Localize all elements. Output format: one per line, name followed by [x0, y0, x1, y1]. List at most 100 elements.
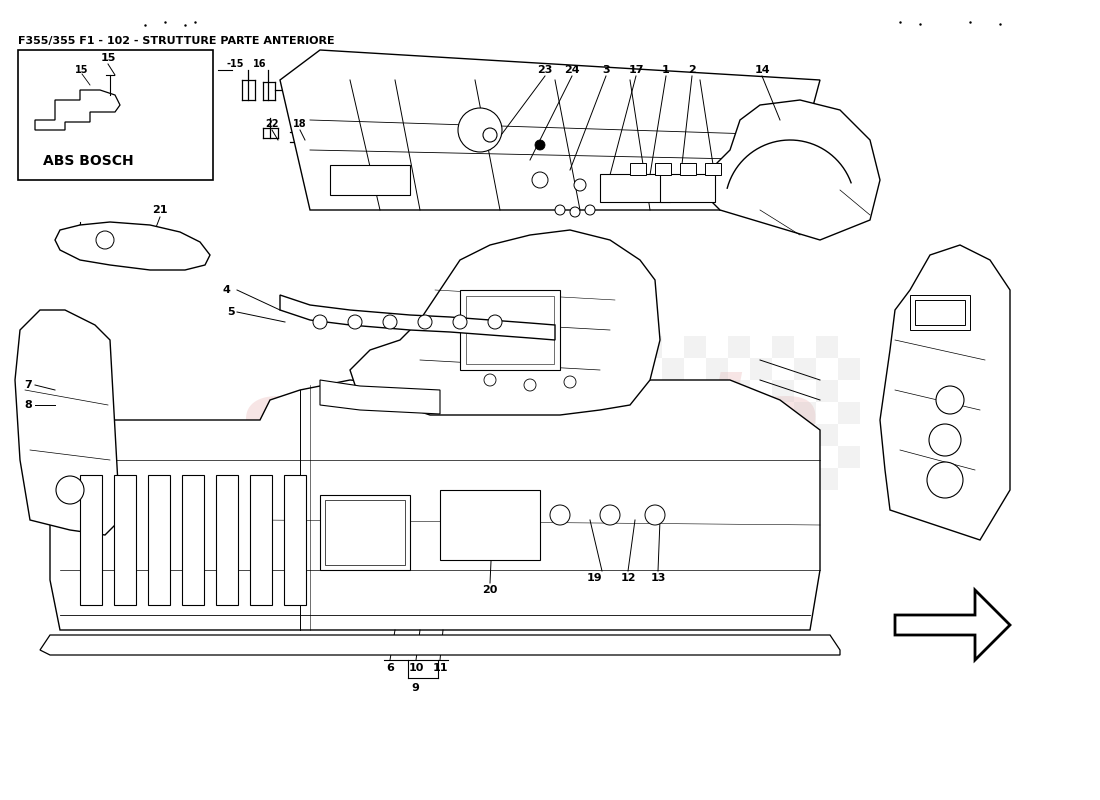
- Circle shape: [458, 108, 502, 152]
- Bar: [660, 174, 715, 202]
- Polygon shape: [15, 310, 120, 535]
- Circle shape: [500, 505, 520, 525]
- Text: 20: 20: [482, 585, 497, 595]
- Circle shape: [574, 179, 586, 191]
- Circle shape: [645, 505, 665, 525]
- Circle shape: [348, 315, 362, 329]
- Bar: [684, 336, 706, 358]
- Bar: [915, 300, 965, 325]
- Circle shape: [570, 207, 580, 217]
- Text: 24: 24: [564, 65, 580, 75]
- Bar: [466, 296, 554, 364]
- Text: 13: 13: [650, 573, 666, 583]
- Bar: [838, 358, 860, 380]
- Bar: [216, 475, 238, 605]
- Circle shape: [532, 172, 548, 188]
- Polygon shape: [350, 230, 660, 415]
- Circle shape: [484, 374, 496, 386]
- Text: 14: 14: [755, 65, 770, 75]
- Circle shape: [936, 386, 964, 414]
- Circle shape: [418, 315, 432, 329]
- Bar: [630, 163, 646, 175]
- Text: 7: 7: [24, 380, 32, 390]
- Polygon shape: [280, 50, 820, 210]
- Circle shape: [56, 476, 84, 504]
- Bar: [794, 358, 816, 380]
- Text: F355/355 F1 - 102 - STRUTTURE PARTE ANTERIORE: F355/355 F1 - 102 - STRUTTURE PARTE ANTE…: [18, 36, 334, 46]
- Bar: [838, 446, 860, 468]
- Text: 15: 15: [75, 65, 89, 75]
- Text: 6: 6: [386, 663, 394, 673]
- Text: scuderia: scuderia: [236, 371, 824, 489]
- Text: 21: 21: [152, 205, 167, 215]
- Bar: [728, 468, 750, 490]
- Bar: [662, 358, 684, 380]
- Bar: [816, 336, 838, 358]
- Bar: [684, 380, 706, 402]
- Bar: [600, 174, 670, 202]
- Bar: [684, 424, 706, 446]
- Bar: [706, 402, 728, 424]
- Bar: [662, 446, 684, 468]
- Bar: [684, 468, 706, 490]
- Circle shape: [556, 205, 565, 215]
- Bar: [182, 475, 204, 605]
- Bar: [114, 475, 136, 605]
- Bar: [750, 446, 772, 468]
- Polygon shape: [55, 222, 210, 270]
- Bar: [680, 163, 696, 175]
- Text: 12: 12: [620, 573, 636, 583]
- Bar: [662, 402, 684, 424]
- Bar: [80, 475, 102, 605]
- Bar: [772, 380, 794, 402]
- Text: 18: 18: [294, 119, 307, 129]
- Polygon shape: [895, 590, 1010, 660]
- Text: 22: 22: [265, 119, 278, 129]
- Bar: [794, 402, 816, 424]
- Text: 16: 16: [253, 59, 266, 69]
- Circle shape: [600, 505, 620, 525]
- Polygon shape: [50, 380, 820, 630]
- Circle shape: [930, 424, 961, 456]
- Bar: [330, 165, 410, 195]
- Text: 1: 1: [662, 65, 670, 75]
- Bar: [440, 490, 540, 560]
- Circle shape: [483, 128, 497, 142]
- Polygon shape: [320, 380, 440, 414]
- Bar: [705, 163, 720, 175]
- Circle shape: [96, 231, 114, 249]
- Circle shape: [585, 205, 595, 215]
- Circle shape: [314, 315, 327, 329]
- Bar: [750, 358, 772, 380]
- Bar: [772, 424, 794, 446]
- Text: 3: 3: [602, 65, 609, 75]
- Text: 5: 5: [228, 307, 234, 317]
- Circle shape: [488, 315, 502, 329]
- Text: 4: 4: [222, 285, 230, 295]
- Bar: [320, 495, 410, 570]
- Bar: [728, 424, 750, 446]
- Bar: [284, 475, 306, 605]
- Bar: [706, 358, 728, 380]
- Bar: [728, 380, 750, 402]
- Text: 23: 23: [537, 65, 552, 75]
- Bar: [728, 336, 750, 358]
- Bar: [794, 446, 816, 468]
- Polygon shape: [880, 245, 1010, 540]
- Bar: [148, 475, 170, 605]
- Bar: [640, 468, 662, 490]
- Polygon shape: [280, 295, 556, 340]
- Circle shape: [564, 376, 576, 388]
- Bar: [772, 468, 794, 490]
- Text: ABS BOSCH: ABS BOSCH: [43, 154, 133, 168]
- Bar: [460, 290, 560, 370]
- Text: -15: -15: [227, 59, 244, 69]
- Bar: [324, 500, 405, 565]
- Circle shape: [383, 315, 397, 329]
- Text: 17: 17: [628, 65, 643, 75]
- Text: 2: 2: [689, 65, 696, 75]
- Bar: [654, 163, 671, 175]
- Circle shape: [927, 462, 962, 498]
- Polygon shape: [40, 635, 840, 655]
- Bar: [816, 468, 838, 490]
